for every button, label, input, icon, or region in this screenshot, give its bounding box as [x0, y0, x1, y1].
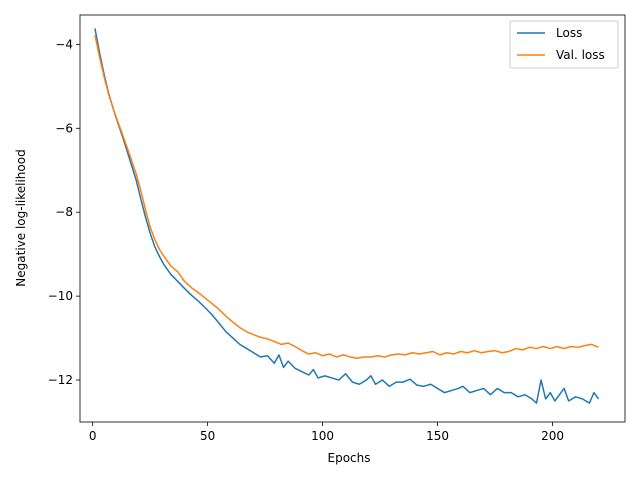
x-tick-label: 0	[89, 429, 97, 443]
y-tick-label: −4	[55, 37, 73, 51]
legend-label: Loss	[556, 26, 582, 40]
plot-area-frame	[79, 14, 626, 423]
series-layer	[94, 28, 600, 404]
y-tick-label: −12	[48, 373, 73, 387]
x-tick-label: 150	[426, 429, 449, 443]
x-axis-ticks: 0 50 100 150 200	[89, 422, 564, 443]
series-line-loss	[94, 28, 600, 404]
y-tick-label: −6	[55, 121, 73, 135]
x-axis-label: Epochs	[328, 451, 371, 465]
y-tick-label: −8	[55, 205, 73, 219]
y-tick-label: −10	[48, 289, 73, 303]
x-tick-label: 100	[311, 429, 334, 443]
y-axis-label: Negative log-likelihood	[14, 149, 28, 286]
x-tick-label: 50	[200, 429, 215, 443]
legend-label: Val. loss	[556, 48, 605, 62]
legend: Loss Val. loss	[509, 20, 619, 69]
x-tick-label: 200	[541, 429, 564, 443]
series-line-val-loss	[94, 34, 599, 359]
y-axis-ticks: −12 −10 −8 −6 −4	[48, 37, 80, 387]
legend-entries: Loss Val. loss	[517, 26, 605, 62]
